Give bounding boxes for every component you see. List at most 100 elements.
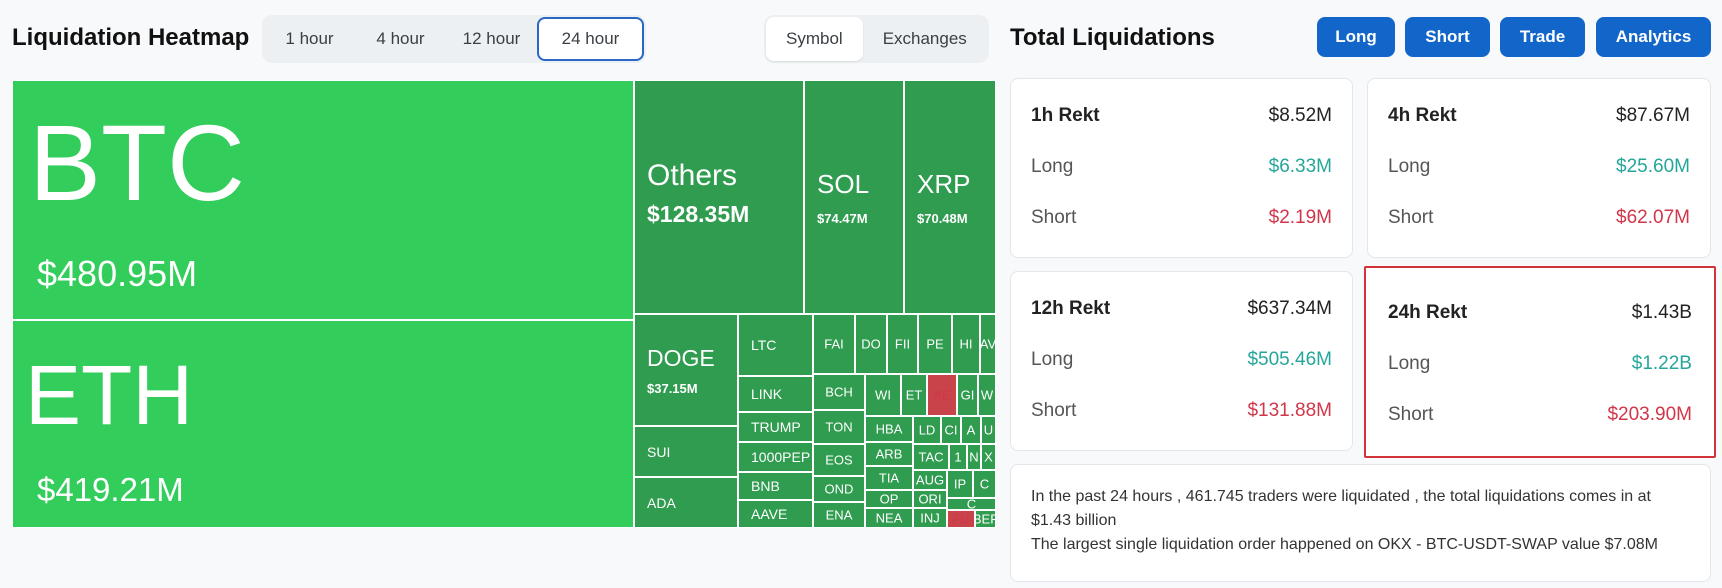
tile-value: $37.15M <box>647 381 698 396</box>
heatmap-tile-aug2[interactable]: AUG <box>913 470 947 490</box>
heatmap-tile-fai[interactable]: FAI <box>813 314 855 374</box>
heatmap-tile-ae[interactable]: AE <box>927 374 957 416</box>
tile-symbol: NEA <box>875 510 903 526</box>
view-option-symbol[interactable]: Symbol <box>766 17 863 61</box>
heatmap-tile-tac[interactable]: TAC <box>913 444 949 470</box>
heatmap-tile-btc[interactable]: BTC $480.95M <box>12 80 634 320</box>
rekt-card-12h: 12h Rekt $637.34M Long $505.46M Short $131.… <box>1010 271 1353 451</box>
short-value: $203.90M <box>1607 404 1692 425</box>
time-option-24h[interactable]: 24 hour <box>537 17 644 61</box>
tile-symbol: HBA <box>875 421 903 437</box>
heatmap-tile-w[interactable]: W <box>978 374 996 416</box>
heatmap-tile-c[interactable]: C <box>973 470 996 498</box>
card-total: $8.52M <box>1268 105 1332 126</box>
heatmap-tile-u[interactable]: U <box>981 416 996 444</box>
heatmap-tile-ada[interactable]: ADA <box>634 477 738 528</box>
tile-value: $419.21M <box>37 471 184 508</box>
time-option-4h[interactable]: 4 hour <box>376 29 425 48</box>
short-button[interactable]: Short <box>1405 17 1490 57</box>
heatmap-tile-gi[interactable]: GI <box>957 374 978 416</box>
heatmap-tile-doge[interactable]: DOGE $37.15M <box>634 314 738 426</box>
tile-symbol: XRP <box>917 169 971 199</box>
view-option-exchanges[interactable]: Exchanges <box>882 29 967 48</box>
heatmap-tile-wi[interactable]: WI <box>865 374 901 416</box>
heatmap-tile-av[interactable]: AV <box>980 314 996 374</box>
heatmap-tile-a[interactable]: A <box>961 416 981 444</box>
heatmap-tile-hi[interactable]: HI <box>952 314 980 374</box>
heatmap-tile-do[interactable]: DO <box>855 314 887 374</box>
liquidation-summary: In the past 24 hours , 461.745 traders w… <box>1010 464 1711 582</box>
short-value: $2.19M <box>1268 207 1332 228</box>
tile-symbol: TRUMP <box>751 419 801 435</box>
heatmap-tile-bch[interactable]: BCH <box>813 374 865 410</box>
view-selector: Symbol Exchanges <box>764 15 989 63</box>
tile-symbol: Others <box>647 159 738 192</box>
card-label: 1h Rekt <box>1031 105 1100 126</box>
heatmap-tile-aave[interactable]: AAVE <box>738 500 813 528</box>
card-label: 4h Rekt <box>1388 105 1457 126</box>
heatmap-tile-link[interactable]: LINK <box>738 376 813 412</box>
tile-symbol: ET <box>905 387 923 403</box>
heatmap-tile-near[interactable]: NEA <box>865 508 913 528</box>
heatmap-tile-ori[interactable]: ORI <box>913 490 947 508</box>
heatmap-tile-eos[interactable]: EOS <box>813 444 865 476</box>
heatmap-tile-pe[interactable]: PE <box>918 314 952 374</box>
heatmap-tile-ton[interactable]: TON <box>813 410 865 444</box>
heatmap-tile-tia[interactable]: TIA <box>865 466 913 490</box>
heatmap-tile-eth[interactable]: ETH $419.21M <box>12 320 634 528</box>
heatmap-tile-hbar[interactable]: HBA <box>865 416 913 442</box>
tile-value: $128.35M <box>647 201 750 227</box>
trade-button[interactable]: Trade <box>1500 17 1585 57</box>
heatmap-tile-c2[interactable]: C <box>947 498 996 510</box>
time-option-12h[interactable]: 12 hour <box>462 29 521 48</box>
long-value: $25.60M <box>1616 156 1690 177</box>
card-label: 12h Rekt <box>1031 298 1111 319</box>
heatmap-tile-bef[interactable]: BEF <box>975 510 996 528</box>
tile-symbol: 1000PEP <box>751 449 811 465</box>
heatmap-tile-ci[interactable]: CI <box>941 416 961 444</box>
tile-symbol: 1 <box>954 449 962 465</box>
heatmap-tile-bnb[interactable]: BNB <box>738 472 813 500</box>
tile-symbol: N <box>969 449 979 465</box>
tile-symbol: C <box>979 476 990 492</box>
tile-symbol: LINK <box>751 386 783 402</box>
heatmap-tile-sol[interactable]: SOL $74.47M <box>804 80 904 314</box>
tile-symbol: INJ <box>920 510 940 526</box>
tile-symbol: OND <box>824 481 854 497</box>
summary-line-2: The largest single liquidation order hap… <box>1031 536 1658 553</box>
heatmap-tile-op[interactable]: OP <box>865 490 913 508</box>
heatmap-tile-1000pepe[interactable]: 1000PEP <box>738 442 813 472</box>
heatmap-tile-inj[interactable]: INJ <box>913 508 947 528</box>
heatmap-tile-trump[interactable]: TRUMP <box>738 412 813 442</box>
heatmap-tile-fu[interactable]: FU <box>947 510 975 528</box>
heatmap-tile-sui[interactable]: SUI <box>634 426 738 477</box>
heatmap-tile-x[interactable]: X <box>981 444 996 470</box>
heatmap-tile-ld[interactable]: LD <box>913 416 941 444</box>
heatmap-tile-ltc[interactable]: LTC <box>738 314 813 376</box>
heatmap-tile-fi[interactable]: FII <box>887 314 918 374</box>
tile-symbol: C <box>966 498 977 510</box>
heatmap-tile-arb[interactable]: ARB <box>865 442 913 466</box>
heatmap-tile-n[interactable]: N <box>967 444 981 470</box>
heatmap-tile-xrp[interactable]: XRP $70.48M <box>904 80 996 314</box>
tile-symbol: AUG <box>915 472 945 488</box>
long-button[interactable]: Long <box>1317 17 1395 57</box>
tile-symbol: FII <box>894 336 911 352</box>
tile-symbol: SUI <box>647 443 671 460</box>
time-option-1h[interactable]: 1 hour <box>285 29 334 48</box>
tile-value: $74.47M <box>817 211 868 226</box>
heatmap-tile-ena[interactable]: ENA <box>813 502 865 528</box>
heatmap-tile-ondo[interactable]: OND <box>813 476 865 502</box>
tile-symbol: SOL <box>817 169 870 199</box>
heatmap-tile-et[interactable]: ET <box>901 374 927 416</box>
card-total: $637.34M <box>1247 298 1332 319</box>
card-total: $87.67M <box>1616 105 1690 126</box>
heatmap-tile-ip[interactable]: IP <box>947 470 973 498</box>
tile-symbol: ARB <box>875 446 903 462</box>
heatmap-tile-1[interactable]: 1 <box>949 444 967 470</box>
analytics-button[interactable]: Analytics <box>1596 17 1711 57</box>
heatmap-tile-others[interactable]: Others $128.35M <box>634 80 804 314</box>
short-label: Short <box>1388 207 1434 228</box>
tile-symbol: ETH <box>25 348 193 442</box>
tile-symbol: AE <box>933 387 951 403</box>
